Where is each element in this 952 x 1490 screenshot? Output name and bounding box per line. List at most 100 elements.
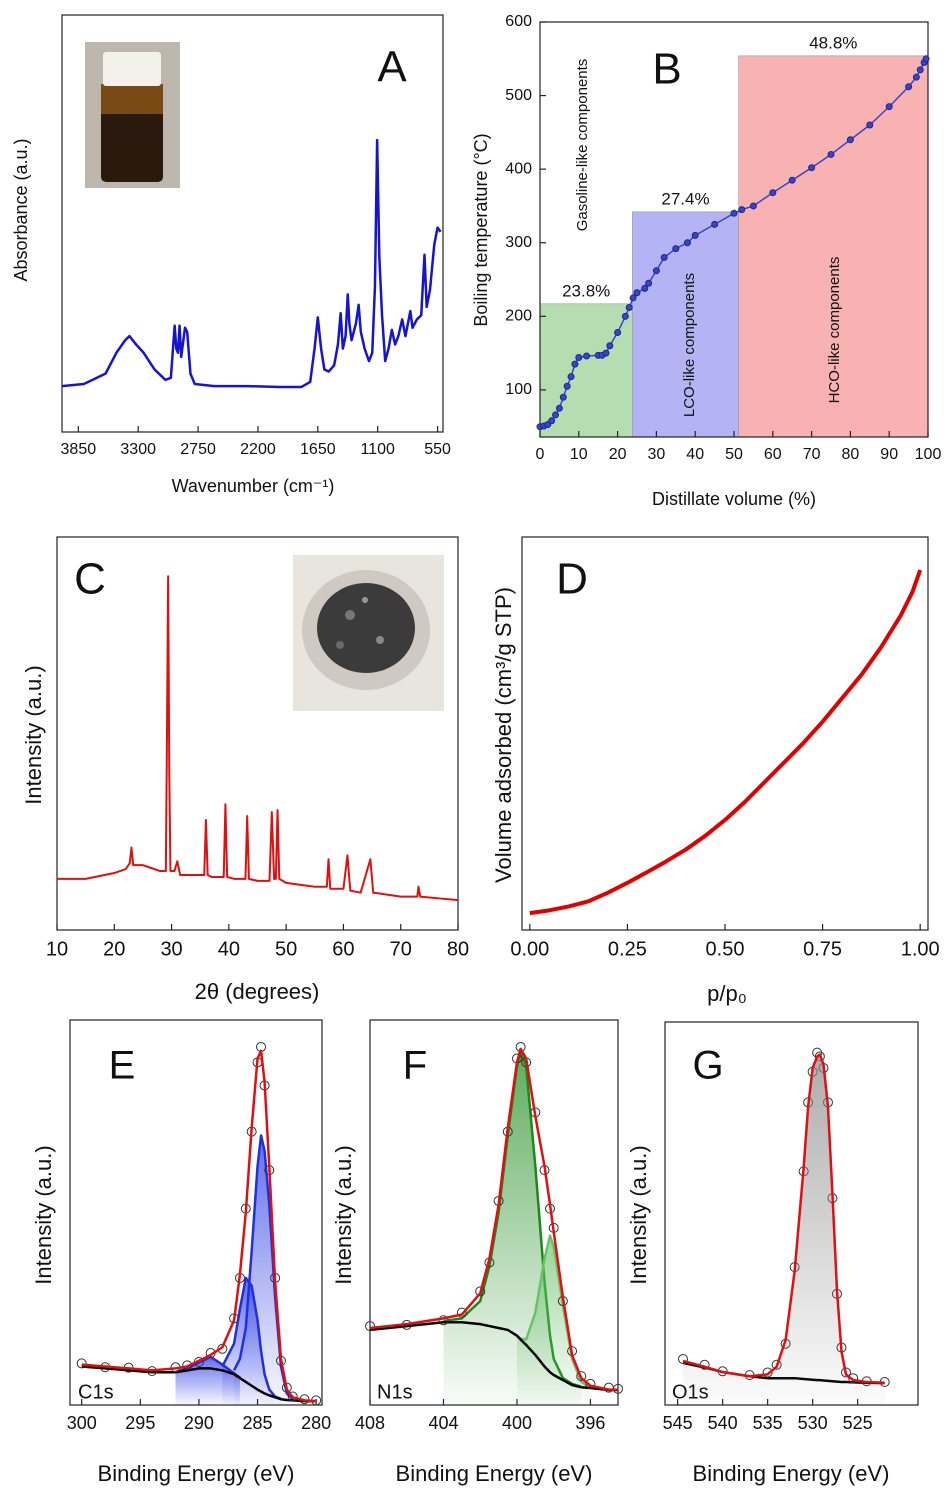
x-tick-label: 525 [843, 1413, 873, 1433]
region-label: LCO-like components [681, 273, 698, 417]
grain [362, 597, 368, 603]
data-point [672, 245, 680, 253]
data-point [808, 164, 816, 172]
y-axis-label: Boiling temperature (°C) [471, 133, 491, 326]
series-line [81, 1049, 317, 1403]
y-axis-label: Intensity (a.u.) [31, 1145, 56, 1284]
series-line [369, 1047, 618, 1391]
data-point [749, 202, 757, 210]
data-point [625, 303, 633, 311]
panel-letter: A [377, 43, 407, 92]
x-tick-label: 100 [915, 446, 942, 463]
data-point [916, 66, 924, 74]
grain [345, 610, 355, 620]
x-tick-label: 50 [725, 446, 743, 463]
series-line [369, 1320, 618, 1392]
data-point [563, 382, 571, 390]
dish-photo [293, 555, 444, 711]
y-tick-label: 500 [505, 87, 532, 104]
data-point [552, 411, 560, 419]
data-point [555, 404, 563, 412]
data-point [583, 352, 591, 360]
x-tick-label: 0.75 [803, 938, 842, 960]
panel: 3850 3300 2750 2200 1650 1100 550 Wavenumber (c… [11, 14, 451, 496]
region-label: Gasoline-like components [574, 59, 591, 232]
x-tick-label: 545 [663, 1413, 693, 1433]
data-point [365, 1321, 375, 1332]
bottle-top [101, 84, 163, 114]
data-point [885, 103, 893, 111]
panel: 408 404 400 396 Binding Energy (eV) Intensity… [331, 1019, 623, 1486]
data-point [660, 253, 668, 261]
x-tick-label: 404 [428, 1413, 458, 1433]
data-point [905, 83, 913, 91]
data-point [866, 121, 874, 129]
peak-label: C1s [78, 1381, 114, 1403]
frame [61, 14, 444, 433]
grain [376, 636, 384, 644]
panel-letter: C [74, 555, 106, 604]
data-point [287, 1391, 298, 1402]
y-axis-label: Volume adsorbed (cm³/g STP) [491, 587, 516, 883]
data-point [567, 373, 575, 381]
y-tick-label: 400 [505, 160, 532, 177]
x-tick-label: 285 [243, 1413, 273, 1433]
x-tick-label: 60 [764, 446, 782, 463]
x-tick-label: 70 [803, 446, 821, 463]
x-tick-label: 1650 [300, 441, 336, 458]
data-point [912, 73, 920, 81]
x-axis-label: Binding Energy (eV) [98, 1461, 295, 1486]
powder [317, 583, 415, 673]
panel-letter: D [556, 555, 588, 604]
data-point [576, 1371, 587, 1382]
x-tick-label: 300 [67, 1413, 97, 1433]
data-point [633, 289, 641, 297]
x-tick-label: 60 [332, 938, 354, 960]
region-share: 48.8% [809, 33, 857, 52]
panel: 0.00 0.25 0.50 0.75 1.00 p/p₀ Volume adsorbed … [491, 536, 940, 1006]
y-tick-label: 300 [505, 234, 532, 251]
x-tick-label: 40 [686, 446, 704, 463]
data-point [788, 176, 796, 184]
series-line [529, 569, 923, 916]
x-tick-label: 40 [218, 938, 240, 960]
grain [336, 641, 344, 649]
series-line [81, 1365, 317, 1403]
x-tick-label: 50 [275, 938, 297, 960]
x-axis-label: 2θ (degrees) [195, 979, 320, 1004]
y-tick-label: 600 [505, 13, 532, 30]
panel-letter: B [652, 45, 681, 94]
x-tick-label: 550 [424, 441, 451, 458]
data-point [621, 312, 629, 320]
series-line [516, 1234, 592, 1389]
data-point [571, 360, 579, 368]
panel: 10 20 30 40 50 60 70 80 2θ (degrees) Intensity (a… [21, 536, 469, 1004]
region-share: 27.4% [661, 189, 709, 208]
x-tick-label: 70 [390, 938, 412, 960]
y-tick-label: 200 [505, 308, 532, 325]
panel-letter: G [692, 1044, 723, 1088]
panel: 300 295 290 285 280 Binding Energy (eV) Intens… [31, 1019, 331, 1486]
data-point [645, 279, 653, 287]
data-point [575, 354, 583, 362]
data-point [711, 220, 719, 228]
x-axis-label: Binding Energy (eV) [396, 1461, 593, 1486]
data-point [827, 150, 835, 158]
x-tick-label: 0.25 [608, 938, 647, 960]
region [738, 55, 929, 438]
x-axis-label: p/p₀ [707, 981, 747, 1006]
data-point [548, 417, 556, 425]
x-tick-label: 1.00 [901, 938, 940, 960]
x-tick-label: 3850 [61, 441, 97, 458]
y-axis-label: Intensity (a.u.) [331, 1145, 356, 1284]
x-tick-label: 0 [536, 446, 545, 463]
panel: 23.8% Gasoline-like components 27.4% LCO-li… [471, 13, 942, 509]
data-point [846, 136, 854, 144]
x-tick-label: 400 [502, 1413, 532, 1433]
x-tick-label: 530 [798, 1413, 828, 1433]
x-tick-label: 0.00 [510, 938, 549, 960]
component-fill [683, 1054, 885, 1405]
x-tick-label: 2750 [180, 441, 216, 458]
data-point [475, 1286, 486, 1297]
